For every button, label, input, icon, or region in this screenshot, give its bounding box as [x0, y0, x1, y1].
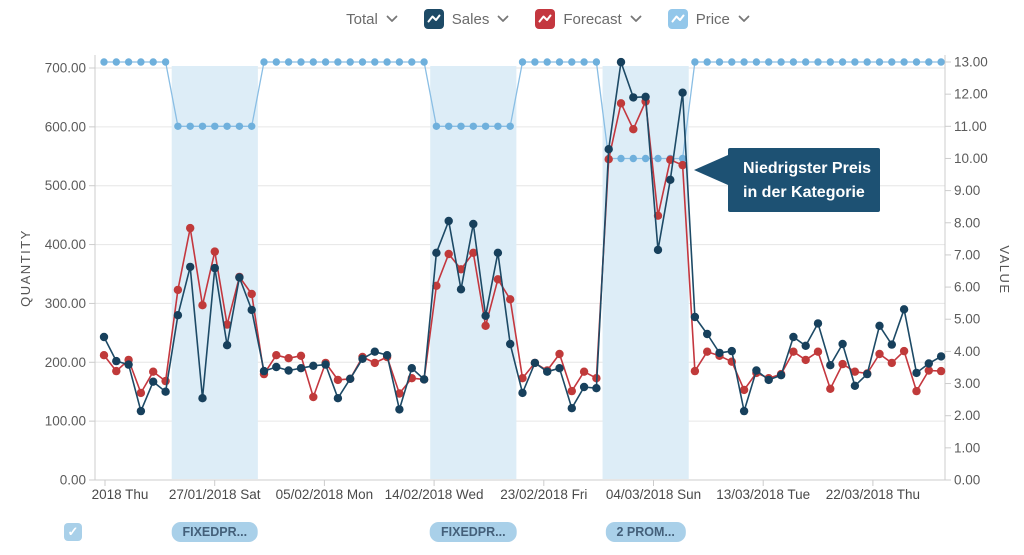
- checkmark-icon: ✓: [67, 524, 79, 539]
- svg-text:6.00: 6.00: [954, 280, 980, 295]
- promo-badge-1[interactable]: FIXEDPR...: [171, 522, 259, 542]
- svg-text:500.00: 500.00: [45, 178, 86, 193]
- svg-text:100.00: 100.00: [45, 414, 86, 429]
- forecast-series-icon: [535, 9, 556, 29]
- svg-text:22/03/2018 Thu: 22/03/2018 Thu: [826, 487, 920, 502]
- promo-badge-3[interactable]: 2 PROM...: [605, 522, 686, 542]
- left-axis: 0.00 100.00 200.00 300.00 400.00 500.00 600.00…: [45, 61, 95, 488]
- sales-series-icon: [423, 9, 444, 29]
- svg-text:8.00: 8.00: [954, 215, 980, 230]
- annotation-text-line2: in der Kategorie: [743, 184, 865, 201]
- svg-text:300.00: 300.00: [45, 296, 86, 311]
- legend-item-sales[interactable]: Sales: [423, 9, 510, 29]
- lowest-price-annotation: Niedrigster Preis in der Kategorie: [694, 148, 880, 212]
- price-series-icon: [667, 9, 688, 29]
- svg-text:QUANTITY: QUANTITY: [18, 229, 33, 307]
- svg-text:200.00: 200.00: [45, 355, 86, 370]
- svg-text:700.00: 700.00: [45, 61, 86, 76]
- svg-text:2.00: 2.00: [954, 408, 980, 423]
- svg-text:3.00: 3.00: [954, 376, 980, 391]
- svg-text:400.00: 400.00: [45, 237, 86, 252]
- svg-text:4.00: 4.00: [954, 344, 980, 359]
- legend-item-total[interactable]: Total: [346, 11, 398, 28]
- svg-text:0.00: 0.00: [954, 473, 980, 488]
- svg-text:12.00: 12.00: [954, 87, 988, 102]
- chevron-down-icon[interactable]: [738, 15, 750, 23]
- chevron-down-icon[interactable]: [497, 15, 509, 23]
- svg-text:1.00: 1.00: [954, 440, 980, 455]
- right-axis: 0.00 1.00 2.00 3.00 4.00 5.00 6.00 7.00 8.00 9.00…: [945, 55, 988, 488]
- annotation-text-line1: Niedrigster Preis: [743, 160, 872, 177]
- legend-label-forecast: Forecast: [563, 10, 622, 28]
- axis-titles: QUANTITY VALUE: [18, 229, 1012, 307]
- legend-item-price[interactable]: Price: [667, 9, 750, 29]
- legend-item-forecast[interactable]: Forecast: [535, 9, 642, 29]
- chevron-down-icon[interactable]: [386, 15, 398, 23]
- svg-text:7.00: 7.00: [954, 247, 980, 262]
- legend-label-total: Total: [346, 10, 378, 28]
- annotation-arrow-left: [694, 155, 728, 185]
- svg-text:14/02/2018 Wed: 14/02/2018 Wed: [385, 487, 484, 502]
- svg-text:23/02/2018 Fri: 23/02/2018 Fri: [500, 487, 587, 502]
- svg-text:600.00: 600.00: [45, 119, 86, 134]
- chart-legend: Total Sales Forecast Price: [0, 6, 1024, 32]
- chevron-down-icon[interactable]: [630, 15, 642, 23]
- svg-text:VALUE: VALUE: [997, 245, 1012, 294]
- promotions-checkbox[interactable]: ✓: [64, 523, 82, 541]
- promotions-row: ✓ FIXEDPR... FIXEDPR... 2 PROM...: [0, 522, 1024, 546]
- svg-text:0.00: 0.00: [60, 473, 86, 488]
- promo-shading: [171, 66, 689, 479]
- svg-text:04/03/2018 Sun: 04/03/2018 Sun: [606, 487, 701, 502]
- svg-text:2018 Thu: 2018 Thu: [92, 487, 149, 502]
- svg-text:9.00: 9.00: [954, 183, 980, 198]
- svg-text:5.00: 5.00: [954, 312, 980, 327]
- sales-series: [99, 57, 946, 416]
- svg-text:27/01/2018 Sat: 27/01/2018 Sat: [169, 487, 261, 502]
- x-axis: 2018 Thu 27/01/2018 Sat 05/02/2018 Mon 14/0…: [92, 480, 920, 502]
- svg-text:10.00: 10.00: [954, 151, 988, 166]
- svg-text:05/02/2018 Mon: 05/02/2018 Mon: [276, 487, 374, 502]
- promo-badge-2[interactable]: FIXEDPR...: [430, 522, 517, 542]
- legend-label-sales: Sales: [451, 10, 490, 28]
- legend-label-price: Price: [695, 10, 730, 28]
- svg-text:11.00: 11.00: [954, 119, 987, 134]
- svg-text:13.00: 13.00: [954, 55, 988, 70]
- svg-text:13/03/2018 Tue: 13/03/2018 Tue: [716, 487, 810, 502]
